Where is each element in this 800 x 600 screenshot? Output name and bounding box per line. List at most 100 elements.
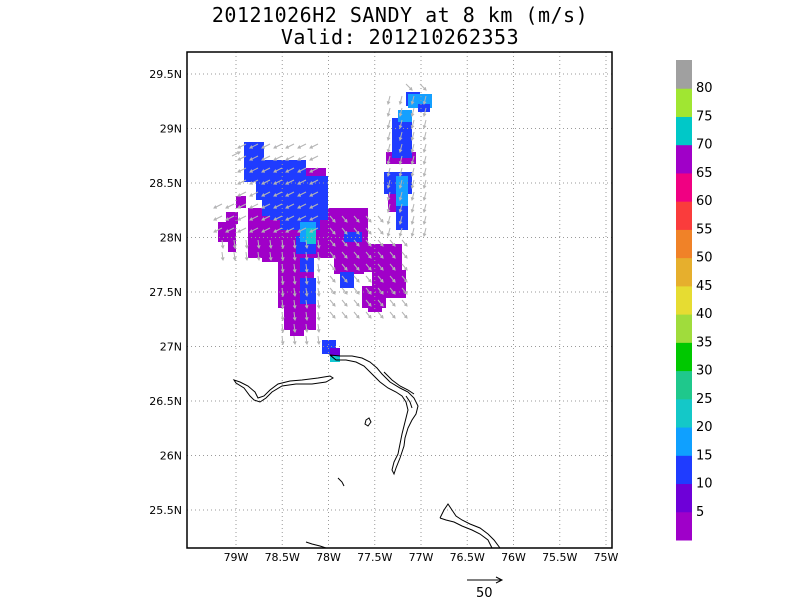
wind-vector — [410, 191, 415, 202]
wind-vector — [353, 311, 360, 319]
wind-vectors — [213, 83, 427, 346]
wind-vector — [261, 155, 271, 161]
lat-tick-label: 29N — [160, 123, 182, 136]
colorbar-label: 35 — [696, 335, 713, 350]
wind-vector — [377, 275, 384, 283]
wind-vector — [304, 239, 309, 250]
wind-vector — [410, 155, 415, 166]
wind-vector — [386, 119, 391, 130]
wind-vector — [422, 227, 427, 238]
colorbar-segment — [676, 172, 692, 202]
colorbar-segment — [676, 455, 692, 485]
wind-vector — [316, 275, 321, 286]
wind-vector — [273, 227, 283, 233]
wind-vector — [309, 203, 319, 209]
wind-vector — [353, 215, 360, 223]
colorbar-label: 20 — [696, 420, 713, 435]
wind-cell — [344, 232, 362, 242]
wind-vector — [237, 143, 247, 149]
wind-vector — [244, 251, 249, 262]
wind-vector — [410, 215, 415, 226]
wind-vector — [225, 215, 235, 221]
islet-coast — [364, 417, 372, 427]
wind-vector — [401, 239, 408, 247]
wind-vector — [273, 143, 283, 149]
wind-vector — [309, 191, 319, 197]
colorbar-label: 30 — [696, 364, 713, 379]
wind-vector — [285, 203, 295, 209]
wind-vector — [297, 215, 307, 221]
wind-vector — [297, 179, 307, 185]
wind-vector — [249, 191, 259, 197]
wind-vector — [377, 239, 384, 247]
wind-vector — [353, 251, 360, 259]
wind-vector — [341, 311, 348, 319]
wind-vector — [410, 95, 415, 106]
berry-islands-coast — [337, 477, 345, 487]
wind-vector — [237, 215, 247, 221]
wind-vector — [316, 251, 321, 262]
wind-vector — [341, 275, 348, 283]
wind-vector — [237, 155, 247, 161]
wind-vector — [377, 263, 384, 271]
wind-vector — [261, 215, 271, 221]
wind-vector — [377, 227, 384, 235]
wind-cell — [368, 302, 382, 312]
wind-vector — [365, 251, 372, 259]
wind-vector — [410, 227, 415, 238]
wind-vector — [268, 239, 273, 250]
eleuthera-coast — [439, 503, 501, 548]
lon-tick-label: 75.5W — [542, 551, 577, 564]
wind-vector — [386, 143, 391, 154]
wind-cell — [330, 348, 340, 358]
wind-vector — [304, 335, 309, 346]
wind-vector — [329, 287, 336, 295]
wind-vector — [329, 227, 336, 235]
wind-vector — [213, 203, 223, 209]
wind-vector — [297, 167, 307, 173]
wind-vector — [309, 155, 319, 161]
wind-vector — [377, 299, 384, 307]
wind-vector — [329, 239, 336, 247]
colorbar-segment — [676, 201, 692, 230]
wind-vector — [398, 191, 403, 202]
colorbar-label: 55 — [696, 222, 713, 237]
wind-vector — [329, 275, 336, 283]
wind-vector — [398, 107, 403, 118]
wind-vector — [316, 287, 321, 298]
lon-tick-label: 77W — [409, 551, 434, 564]
wind-vector — [386, 95, 391, 106]
wind-vector — [292, 287, 297, 298]
wind-vector — [316, 239, 321, 250]
wind-vector — [304, 287, 309, 298]
wind-vector — [377, 215, 384, 223]
wind-vector — [309, 143, 319, 149]
wind-vector — [422, 107, 427, 118]
wind-vector — [422, 119, 427, 130]
wind-vector — [353, 227, 360, 235]
wind-vector — [329, 263, 336, 271]
wind-vector — [304, 299, 309, 310]
wind-vector — [273, 167, 283, 173]
map-grid — [187, 52, 612, 548]
wind-vector — [273, 215, 283, 221]
great-abaco-coast — [328, 354, 419, 476]
wind-vector — [341, 251, 348, 259]
bottom-coast — [305, 541, 327, 548]
wind-vector — [316, 299, 321, 310]
colorbar-segment — [676, 257, 692, 287]
wind-vector — [297, 227, 307, 233]
wind-cell — [226, 212, 238, 224]
colorbar-label: 50 — [696, 251, 713, 266]
colorbar-label: 70 — [696, 138, 713, 153]
wind-vector — [261, 143, 271, 149]
wind-vector — [398, 227, 403, 238]
scale-vector: 50 — [467, 576, 504, 600]
wind-vector — [398, 95, 403, 106]
wind-vector — [341, 263, 348, 271]
wind-vector — [261, 167, 271, 173]
lat-tick-label: 26.5N — [149, 395, 182, 408]
plot-title: 20121026H2 SANDY at 8 km (m/s) Valid: 20… — [0, 4, 800, 48]
axis-labels: 79W 78.5W 78W 77.5W 77W 76.5W 76W 75.5W 75W 29.5N… — [149, 68, 618, 564]
wind-vector — [377, 251, 384, 259]
